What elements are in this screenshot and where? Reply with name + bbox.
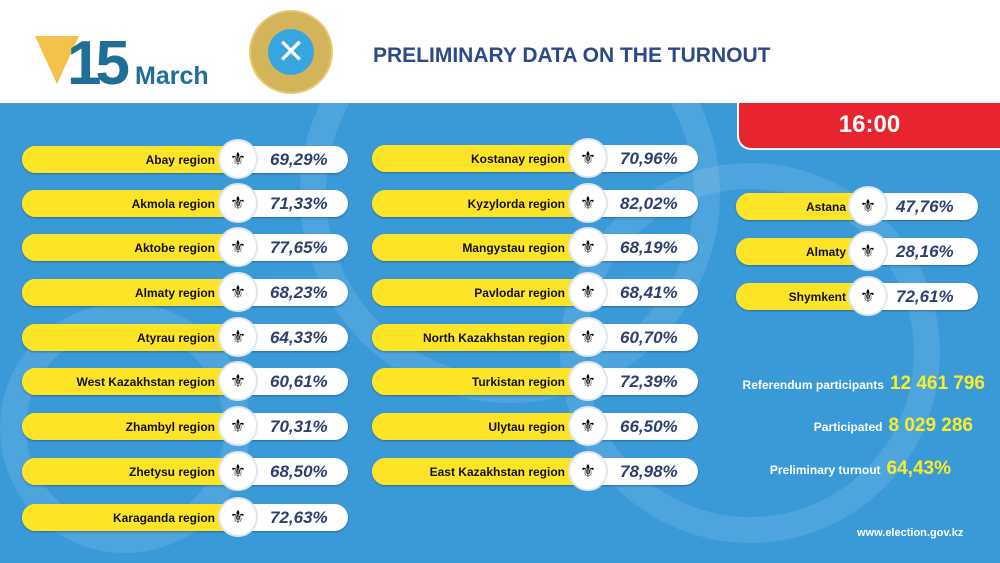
west-kazakhstan-emblem-icon: ⚜ (218, 361, 258, 401)
kostanay-emblem-icon: ⚜ (568, 138, 608, 178)
turnout-percent: 60,61% (270, 372, 328, 391)
karaganda-emblem-icon: ⚜ (218, 497, 258, 537)
turnout-percent: 78,98% (620, 462, 678, 481)
stat-value: 12 461 796 (889, 373, 985, 394)
region-row: Shymkent ⚜ 72,61% (736, 276, 978, 316)
region-row: Kostanay region ⚜ 70,96% (372, 138, 698, 178)
almaty-region-emblem-icon: ⚜ (218, 272, 258, 312)
referendum-logo: 15 March (35, 29, 215, 98)
region-row: Zhetysu region ⚜ 68,50% (22, 451, 348, 491)
astana-emblem-icon: ⚜ (848, 186, 888, 226)
north-kazakhstan-emblem-icon: ⚜ (568, 317, 608, 357)
turnout-percent: 77,65% (270, 238, 328, 257)
region-row: Aktobe region ⚜ 77,65% (22, 227, 348, 267)
background-swirl (560, 163, 940, 543)
region-name: Akmola region (22, 190, 240, 217)
turnout-percent: 68,50% (270, 462, 328, 481)
turkistan-emblem-icon: ⚜ (568, 361, 608, 401)
east-kazakhstan-emblem-icon: ⚜ (568, 451, 608, 491)
header: 15 March PRELIMINARY DATA ON THE TURNOUT (0, 0, 1000, 103)
atyrau-emblem-icon: ⚜ (218, 317, 258, 357)
almaty-emblem-icon: ⚜ (848, 231, 888, 271)
turnout-percent: 71,33% (270, 194, 328, 213)
pavlodar-emblem-icon: ⚜ (568, 272, 608, 312)
turnout-percent: 68,23% (270, 283, 328, 302)
region-row: Zhambyl region ⚜ 70,31% (22, 406, 348, 446)
kyzylorda-emblem-icon: ⚜ (568, 183, 608, 223)
turnout-percent: 68,19% (620, 238, 678, 257)
region-name: Abay region (22, 146, 240, 173)
stat-value: 64,43% (886, 458, 951, 479)
region-row: East Kazakhstan region ⚜ 78,98% (372, 451, 698, 491)
turnout-percent: 72,63% (270, 508, 328, 527)
region-row: Pavlodar region ⚜ 68,41% (372, 272, 698, 312)
turnout-percent: 70,31% (270, 417, 328, 436)
region-row: Kyzylorda region ⚜ 82,02% (372, 183, 698, 223)
region-name: Zhetysu region (22, 458, 240, 485)
region-name: Ulytau region (372, 413, 590, 440)
region-name: Atyrau region (22, 324, 240, 351)
region-row: Akmola region ⚜ 71,33% (22, 183, 348, 223)
turnout-percent: 47,76% (896, 197, 954, 216)
logo-number: 15 (67, 29, 130, 98)
turnout-percent: 69,29% (270, 150, 328, 169)
abay-emblem-icon: ⚜ (218, 139, 258, 179)
region-row: Atyrau region ⚜ 64,33% (22, 317, 348, 357)
preliminary-turnout-stat: Preliminary turnout 64,43% (770, 458, 951, 480)
checkmark-logo-icon (35, 36, 79, 84)
mangystau-emblem-icon: ⚜ (568, 227, 608, 267)
turnout-percent: 64,33% (270, 328, 328, 347)
region-name: Zhambyl region (22, 413, 240, 440)
region-row: Karaganda region ⚜ 72,63% (22, 497, 348, 537)
region-name: Kyzylorda region (372, 190, 590, 217)
region-row: North Kazakhstan region ⚜ 60,70% (372, 317, 698, 357)
region-name: Karaganda region (22, 504, 240, 531)
aktobe-emblem-icon: ⚜ (218, 227, 258, 267)
region-name: Kostanay region (372, 145, 590, 172)
region-name: Almaty region (22, 279, 240, 306)
turnout-percent: 72,39% (620, 372, 678, 391)
stat-label: Preliminary turnout (769, 463, 881, 477)
region-row: Mangystau region ⚜ 68,19% (372, 227, 698, 267)
region-name: East Kazakhstan region (372, 458, 590, 485)
region-row: Astana ⚜ 47,76% (736, 186, 978, 226)
region-name: Mangystau region (372, 234, 590, 261)
turnout-percent: 82,02% (620, 194, 678, 213)
shymkent-emblem-icon: ⚜ (848, 276, 888, 316)
website-link[interactable]: www.election.gov.kz (857, 527, 964, 539)
region-name: Turkistan region (372, 368, 590, 395)
region-name: Aktobe region (22, 234, 240, 261)
region-name: Pavlodar region (372, 279, 590, 306)
turnout-percent: 28,16% (896, 242, 954, 261)
region-row: Turkistan region ⚜ 72,39% (372, 361, 698, 401)
region-name: North Kazakhstan region (372, 324, 590, 351)
turnout-percent: 66,50% (620, 417, 678, 436)
region-row: Almaty ⚜ 28,16% (736, 231, 978, 271)
zhambyl-emblem-icon: ⚜ (218, 406, 258, 446)
results-panel: 16:00 Abay region ⚜ 69,29% Akmola region … (0, 103, 1000, 563)
region-row: Ulytau region ⚜ 66,50% (372, 406, 698, 446)
turnout-percent: 68,41% (620, 283, 678, 302)
zhetysu-emblem-icon: ⚜ (218, 451, 258, 491)
logo-month: March (135, 62, 209, 90)
stat-value: 8 029 286 (888, 415, 973, 436)
stat-label: Participated (813, 420, 883, 434)
referendum-participants-stat: Referendum participants 12 461 796 (743, 373, 985, 395)
stat-label: Referendum participants (742, 378, 884, 392)
turnout-percent: 70,96% (620, 149, 678, 168)
election-commission-seal-icon (249, 10, 333, 94)
turnout-percent: 60,70% (620, 328, 678, 347)
akmola-emblem-icon: ⚜ (218, 183, 258, 223)
page-title: PRELIMINARY DATA ON THE TURNOUT (373, 44, 771, 67)
region-row: West Kazakhstan region ⚜ 60,61% (22, 361, 348, 401)
region-name: West Kazakhstan region (22, 368, 240, 395)
turnout-percent: 72,61% (896, 287, 954, 306)
time-badge: 16:00 (737, 103, 1000, 150)
region-row: Almaty region ⚜ 68,23% (22, 272, 348, 312)
ulytau-emblem-icon: ⚜ (568, 406, 608, 446)
region-row: Abay region ⚜ 69,29% (22, 139, 348, 179)
participated-stat: Participated 8 029 286 (814, 415, 973, 437)
